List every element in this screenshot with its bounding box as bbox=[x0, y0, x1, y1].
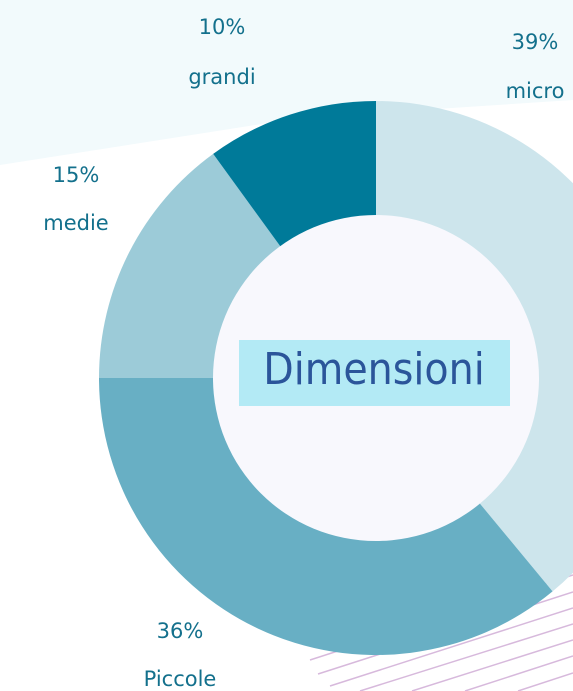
category-label: Piccole bbox=[144, 667, 217, 691]
value-label: 10% bbox=[199, 15, 246, 39]
category-label: medie bbox=[43, 211, 108, 235]
background-shape bbox=[0, 0, 573, 165]
value-label: 15% bbox=[53, 163, 100, 187]
title-highlight bbox=[239, 340, 510, 406]
chart-title: Dimensioni bbox=[263, 344, 484, 395]
value-label: 39% bbox=[512, 30, 559, 54]
value-label: 36% bbox=[157, 619, 204, 643]
category-label: grandi bbox=[188, 65, 255, 89]
category-label: micro bbox=[506, 79, 565, 103]
